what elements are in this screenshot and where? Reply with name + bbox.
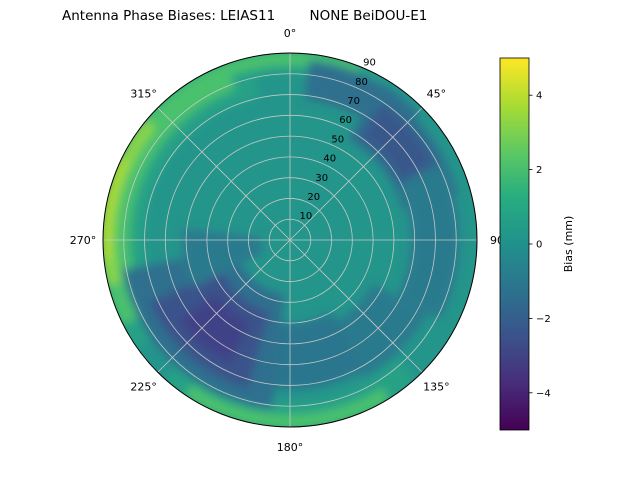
theta-tick-label: 135°	[423, 380, 450, 393]
colorbar-tick-label: 2	[536, 165, 542, 176]
radial-tick-label: 30	[315, 173, 328, 184]
contour-region	[103, 118, 157, 286]
radial-tick-label: 70	[347, 96, 360, 107]
grid-spoke	[289, 107, 423, 241]
radial-tick-label: 10	[300, 211, 313, 222]
radial-tick-label: 90	[363, 58, 376, 69]
chart-title: Antenna Phase Biases: LEIAS11 NONE BeiDO…	[62, 8, 428, 24]
theta-tick-label: 270°	[70, 234, 97, 247]
radial-tick-label: 40	[323, 154, 336, 165]
radial-tick-label: 80	[355, 77, 368, 88]
contour-region	[396, 165, 461, 320]
colorbar-tick-label: −2	[536, 314, 551, 325]
contour-region	[179, 293, 250, 364]
contour-region	[359, 103, 435, 182]
polar-boundary	[102, 52, 478, 428]
colorbar-tick-label: 0	[536, 240, 542, 251]
radial-tick-label: 50	[331, 134, 344, 145]
colorbar	[499, 57, 530, 431]
grid-spoke	[289, 239, 423, 373]
theta-tick-label: 315°	[130, 88, 157, 101]
grid-spoke	[157, 107, 291, 241]
grid-spoke	[157, 239, 291, 373]
polar-grid	[103, 53, 477, 427]
contour-region	[103, 157, 128, 260]
radial-tick-label: 60	[339, 115, 352, 126]
contour-region	[181, 228, 264, 288]
colorbar-tick-label: −4	[536, 388, 551, 399]
theta-tick-label: 0°	[284, 27, 297, 40]
theta-tick-label: 180°	[277, 441, 304, 454]
colorbar-axis-label: Bias (mm)	[562, 216, 575, 273]
radial-tick-label: 20	[307, 192, 320, 203]
theta-tick-label: 45°	[427, 88, 447, 101]
theta-tick-label: 225°	[130, 380, 157, 393]
contour-region	[184, 384, 391, 427]
colorbar-tick-label: 4	[536, 91, 542, 102]
